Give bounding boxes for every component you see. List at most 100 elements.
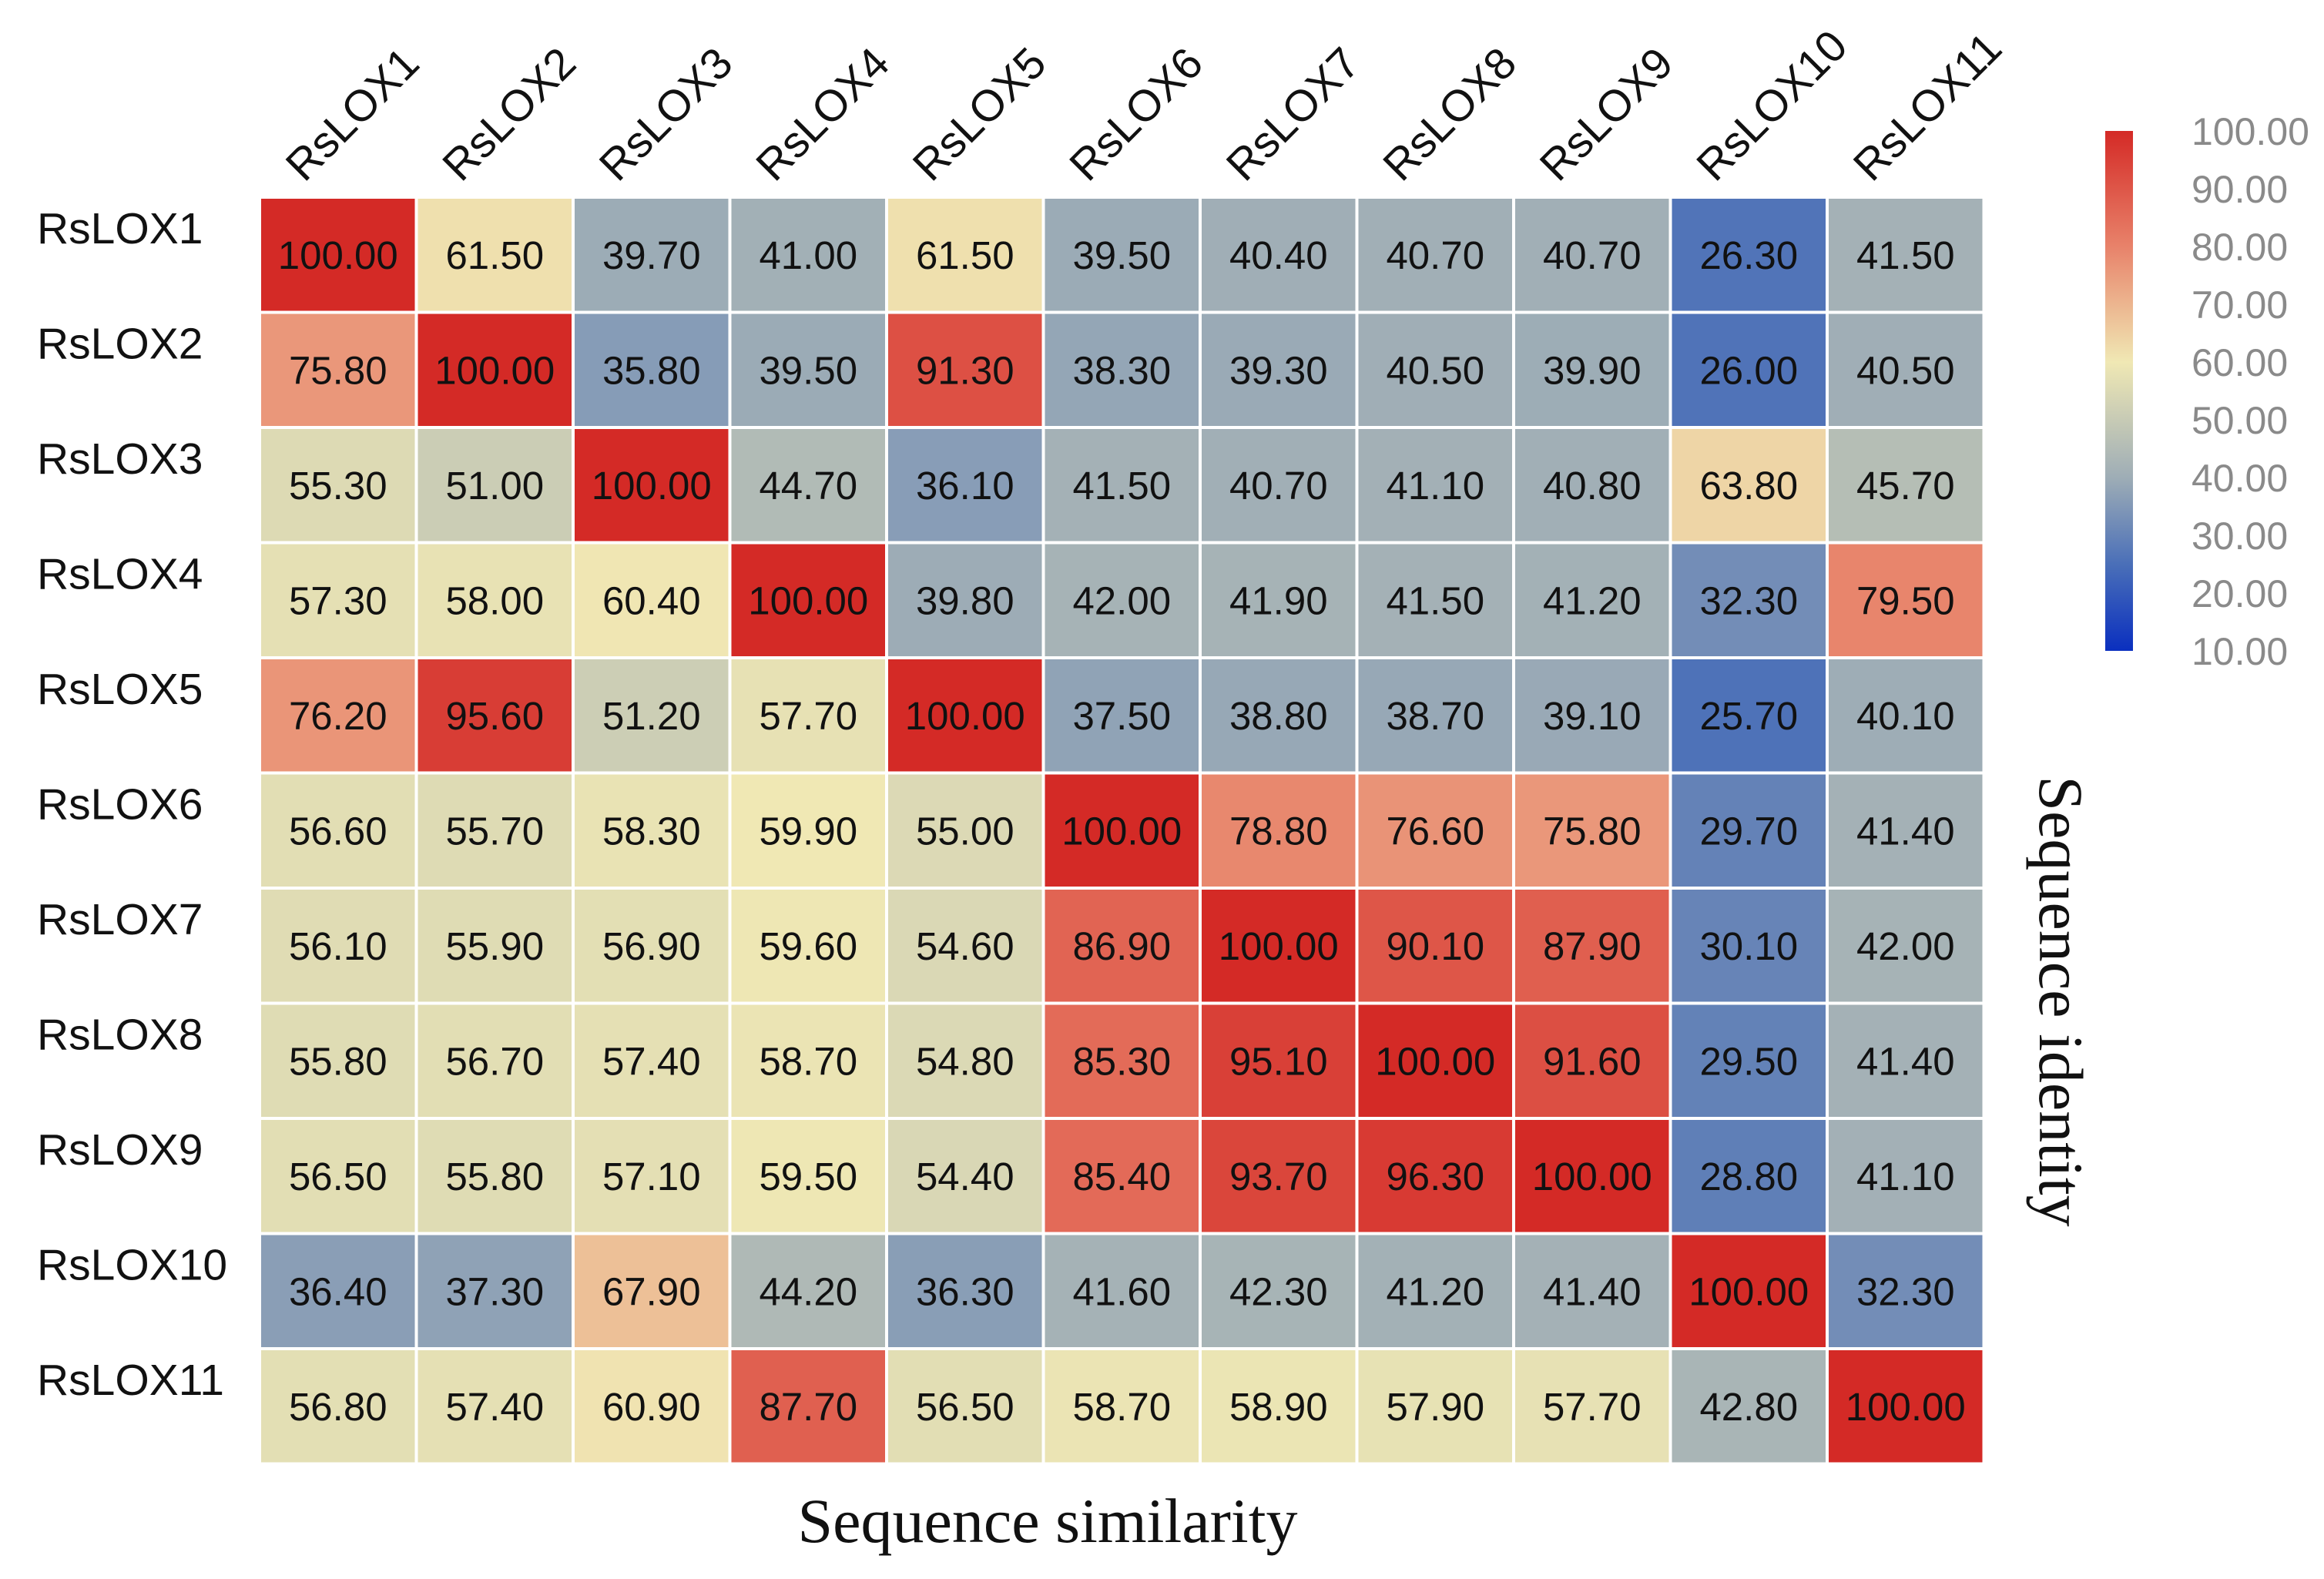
cell-value-label: 57.70 xyxy=(759,694,857,738)
cell-value-label: 40.40 xyxy=(1229,233,1328,277)
heatmap-cell-r10-c4 xyxy=(728,1232,888,1350)
cell-value-label: 40.50 xyxy=(1856,348,1955,392)
y-axis-label: Sequence identity xyxy=(2026,776,2096,1226)
heatmap-cell-r10-c6 xyxy=(1041,1232,1202,1350)
heatmap-cell-r5-c5 xyxy=(885,656,1045,775)
cell-value-label: 55.70 xyxy=(445,809,544,853)
cell-value-label: 41.00 xyxy=(759,233,857,277)
heatmap-cell-r7-c3 xyxy=(572,887,732,1005)
x-axis-label: Sequence similarity xyxy=(798,1486,1298,1556)
row-labels: RsLOX1 RsLOX2 RsLOX3 RsLOX4 RsLOX5 RsLOX6 RsLO… xyxy=(37,204,227,1405)
row-label: RsLOX4 xyxy=(37,550,203,599)
cell-value-label: 32.30 xyxy=(1856,1269,1955,1313)
colorbar-tick-label: 100.00 xyxy=(2192,110,2309,153)
cell-value-label: 100.00 xyxy=(1532,1155,1652,1198)
colorbar-tick-label: 90.00 xyxy=(2192,168,2288,211)
cell-value-label: 59.60 xyxy=(759,924,857,968)
cell-value-label: 26.00 xyxy=(1699,348,1798,392)
cell-value-label: 57.40 xyxy=(445,1385,544,1429)
cell-value-label: 44.70 xyxy=(759,464,857,508)
heatmap-cell-r6-c11 xyxy=(1826,771,1986,890)
colorbar xyxy=(2105,131,2133,651)
heatmap-cell-r1-c2 xyxy=(414,196,575,314)
cell-value-label: 39.70 xyxy=(602,233,701,277)
cell-value-label: 95.60 xyxy=(445,694,544,738)
heatmap-cell-r4-c7 xyxy=(1199,541,1359,659)
cell-value-label: 29.70 xyxy=(1699,809,1798,853)
colorbar-tick-label: 70.00 xyxy=(2192,283,2288,327)
cell-value-label: 100.00 xyxy=(1375,1039,1495,1083)
cell-value-label: 58.90 xyxy=(1229,1385,1328,1429)
cell-value-label: 56.50 xyxy=(289,1155,387,1198)
cell-value-label: 41.40 xyxy=(1543,1269,1642,1313)
heatmap-cell-r8-c6 xyxy=(1041,1001,1202,1120)
heatmap-cell-r1-c11 xyxy=(1826,196,1986,314)
row-label: RsLOX7 xyxy=(37,895,203,944)
colorbar-tick-label: 80.00 xyxy=(2192,226,2288,269)
heatmap-cell-r1-c1 xyxy=(258,196,418,314)
cell-value-label: 38.80 xyxy=(1229,694,1328,738)
cell-value-label: 39.80 xyxy=(916,578,1014,622)
cell-value-label: 56.10 xyxy=(289,924,387,968)
cell-value-label: 39.10 xyxy=(1543,694,1642,738)
heatmap-cell-r6-c4 xyxy=(728,771,888,890)
heatmap-cell-r1-c6 xyxy=(1041,196,1202,314)
heatmap-cell-r6-c9 xyxy=(1512,771,1672,890)
heatmap-cell-r6-c1 xyxy=(258,771,418,890)
cell-value-label: 39.50 xyxy=(1072,233,1171,277)
cell-value-label: 25.70 xyxy=(1699,694,1798,738)
row-label: RsLOX1 xyxy=(37,204,203,253)
row-label: RsLOX10 xyxy=(37,1241,227,1290)
heatmap-cell-r5-c4 xyxy=(728,656,888,775)
heatmap-cell-r2-c3 xyxy=(572,310,732,429)
heatmap-cell-r3-c5 xyxy=(885,426,1045,545)
heatmap-cell-r10-c11 xyxy=(1826,1232,1986,1350)
cell-value-label: 56.60 xyxy=(289,809,387,853)
heatmap-cell-r9-c10 xyxy=(1668,1117,1829,1235)
cell-value-label: 67.90 xyxy=(602,1269,701,1313)
heatmap-cell-r8-c7 xyxy=(1199,1001,1359,1120)
heatmap-cell-r2-c11 xyxy=(1826,310,1986,429)
cell-value-label: 37.30 xyxy=(445,1269,544,1313)
cell-value-label: 40.70 xyxy=(1386,233,1484,277)
cell-value-label: 56.50 xyxy=(916,1385,1014,1429)
heatmap-cell-r11-c2 xyxy=(414,1347,575,1466)
heatmap-cell-r2-c6 xyxy=(1041,310,1202,429)
cell-value-label: 85.40 xyxy=(1072,1155,1171,1198)
heatmap-cell-r5-c7 xyxy=(1199,656,1359,775)
heatmap-cell-labels: 100.00 61.50 39.70 41.00 61.50 39.50 40.40 40.7… xyxy=(278,233,1966,1429)
cell-value-label: 100.00 xyxy=(748,578,868,622)
colorbar-tick-label: 30.00 xyxy=(2192,515,2288,558)
cell-value-label: 40.70 xyxy=(1229,464,1328,508)
cell-value-label: 41.40 xyxy=(1856,1039,1955,1083)
cell-value-label: 42.30 xyxy=(1229,1269,1328,1313)
heatmap-cell-r3-c1 xyxy=(258,426,418,545)
heatmap-cell-r4-c4 xyxy=(728,541,888,659)
cell-value-label: 29.50 xyxy=(1699,1039,1798,1083)
heatmap-cell-r8-c8 xyxy=(1355,1001,1515,1120)
cell-value-label: 60.40 xyxy=(602,578,701,622)
column-label: RsLOX4 xyxy=(746,39,899,191)
heatmap-cell-r8-c2 xyxy=(414,1001,575,1120)
heatmap-cell-r9-c7 xyxy=(1199,1117,1359,1235)
heatmap-cell-r2-c10 xyxy=(1668,310,1829,429)
cell-value-label: 100.00 xyxy=(592,464,712,508)
row-label: RsLOX9 xyxy=(37,1125,203,1175)
cell-value-label: 90.10 xyxy=(1386,924,1484,968)
colorbar-tick-label: 20.00 xyxy=(2192,572,2288,615)
heatmap-cell-r4-c11 xyxy=(1826,541,1986,659)
cell-value-label: 41.20 xyxy=(1386,1269,1484,1313)
column-label: RsLOX9 xyxy=(1531,39,1683,191)
heatmap-cell-r2-c5 xyxy=(885,310,1045,429)
cell-value-label: 55.30 xyxy=(289,464,387,508)
heatmap-cell-r2-c9 xyxy=(1512,310,1672,429)
cell-value-label: 40.50 xyxy=(1386,348,1484,392)
heatmap-cell-r9-c9 xyxy=(1512,1117,1672,1235)
column-label: RsLOX11 xyxy=(1844,23,2011,190)
heatmap-cell-r1-c10 xyxy=(1668,196,1829,314)
row-label: RsLOX6 xyxy=(37,780,203,830)
cell-value-label: 57.30 xyxy=(289,578,387,622)
cell-value-label: 40.10 xyxy=(1856,694,1955,738)
colorbar-tick-label: 60.00 xyxy=(2192,341,2288,384)
cell-value-label: 61.50 xyxy=(445,233,544,277)
